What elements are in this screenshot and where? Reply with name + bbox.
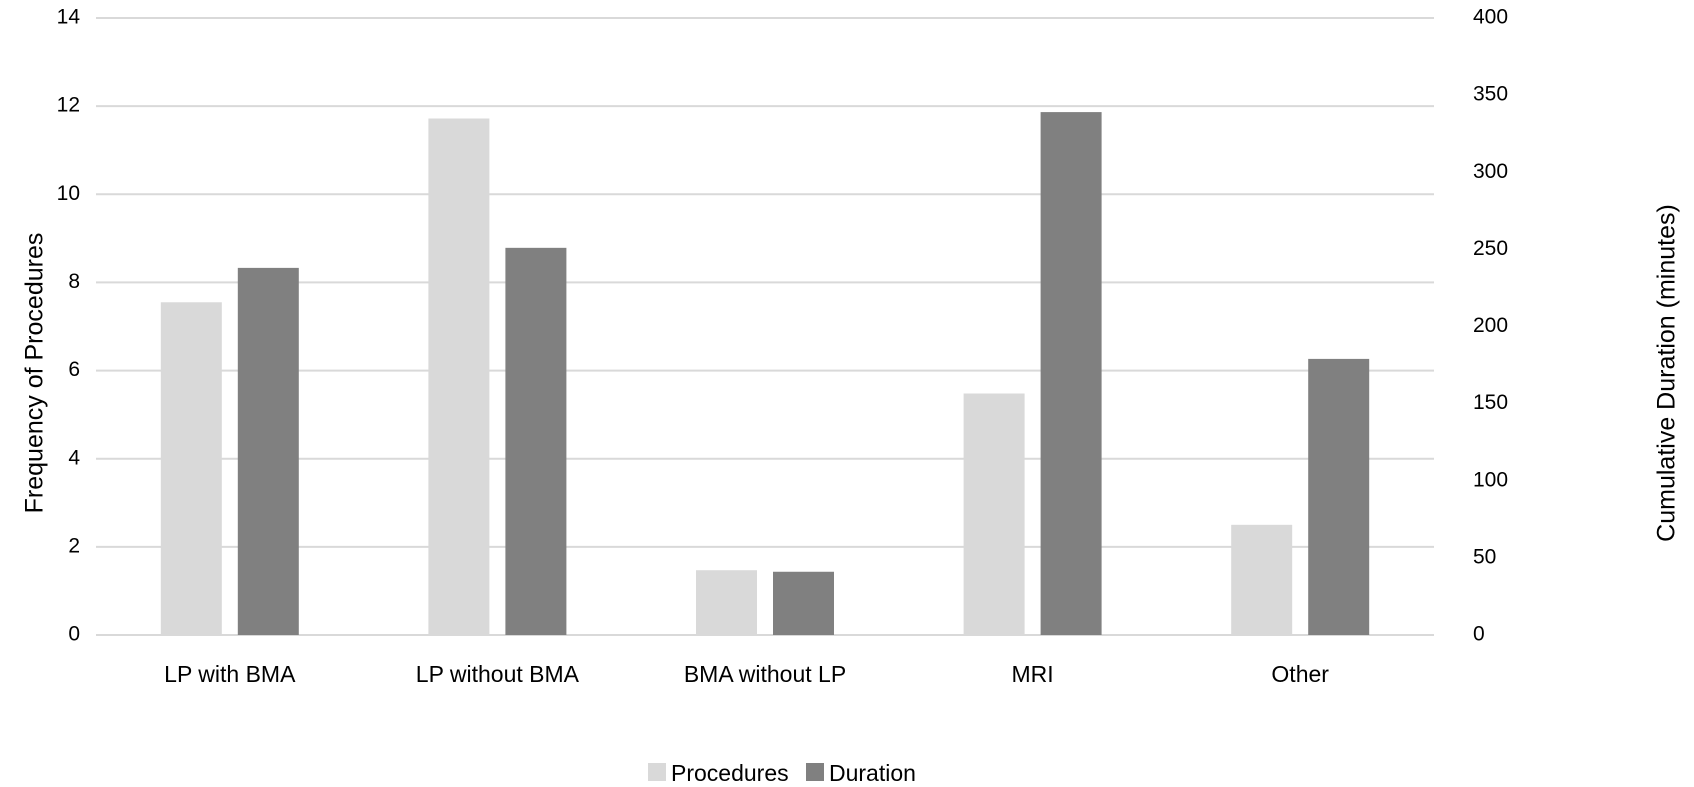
left-tick-label: 2: [68, 534, 80, 557]
legend-swatch-procedures: [648, 763, 666, 781]
bar-procedures-mri: [963, 393, 1025, 635]
bars: [160, 112, 1370, 636]
right-axis-title: Cumulative Duration (minutes): [1653, 204, 1681, 542]
right-tick-label: 100: [1473, 468, 1508, 491]
legend-label-duration: Duration: [829, 760, 916, 786]
right-tick-label: 200: [1473, 314, 1508, 337]
left-tick-label: 10: [57, 182, 80, 205]
right-tick-label: 350: [1473, 83, 1508, 106]
left-tick-label: 14: [57, 6, 81, 29]
legend: Procedures Duration: [648, 760, 916, 786]
right-tick-label: 50: [1473, 545, 1496, 568]
category-label: LP with BMA: [164, 661, 296, 687]
gridlines: [96, 17, 1434, 636]
left-tick-label: 12: [57, 94, 80, 117]
right-tick-label: 250: [1473, 237, 1508, 260]
left-tick-label: 6: [68, 358, 80, 381]
bar-duration-mri: [1040, 112, 1102, 635]
left-tick-label: 4: [68, 446, 80, 469]
category-label: MRI: [1012, 661, 1054, 687]
bar-procedures-other: [1231, 524, 1293, 635]
legend-label-procedures: Procedures: [671, 760, 789, 786]
right-tick-label: 150: [1473, 391, 1508, 414]
left-tick-label: 8: [68, 270, 80, 293]
right-tick-label: 0: [1473, 623, 1485, 646]
left-axis-title: Frequency of Procedures: [21, 233, 49, 514]
right-tick-label: 400: [1473, 6, 1508, 29]
category-labels: LP with BMA LP without BMA BMA without LP M…: [164, 661, 1329, 687]
bar-procedures-bma-without-lp: [696, 570, 757, 635]
legend-swatch-duration: [806, 763, 824, 781]
category-label: LP without BMA: [416, 661, 580, 687]
bar-duration-lp-with-bma: [237, 267, 299, 635]
right-axis-ticks: 0 50 100 150 200 250 300 350 400: [1473, 6, 1508, 646]
left-tick-label: 0: [68, 623, 80, 646]
right-tick-label: 300: [1473, 160, 1508, 183]
left-axis-ticks: 0 2 4 6 8 10 12 14: [57, 6, 81, 646]
bar-duration-other: [1308, 358, 1370, 635]
bar-procedures-lp-without-bma: [428, 118, 490, 636]
category-label: BMA without LP: [684, 661, 846, 687]
category-label: Other: [1271, 661, 1329, 687]
bar-duration-bma-without-lp: [773, 571, 834, 635]
bar-procedures-lp-with-bma: [160, 302, 222, 635]
bar-duration-lp-without-bma: [505, 247, 567, 635]
